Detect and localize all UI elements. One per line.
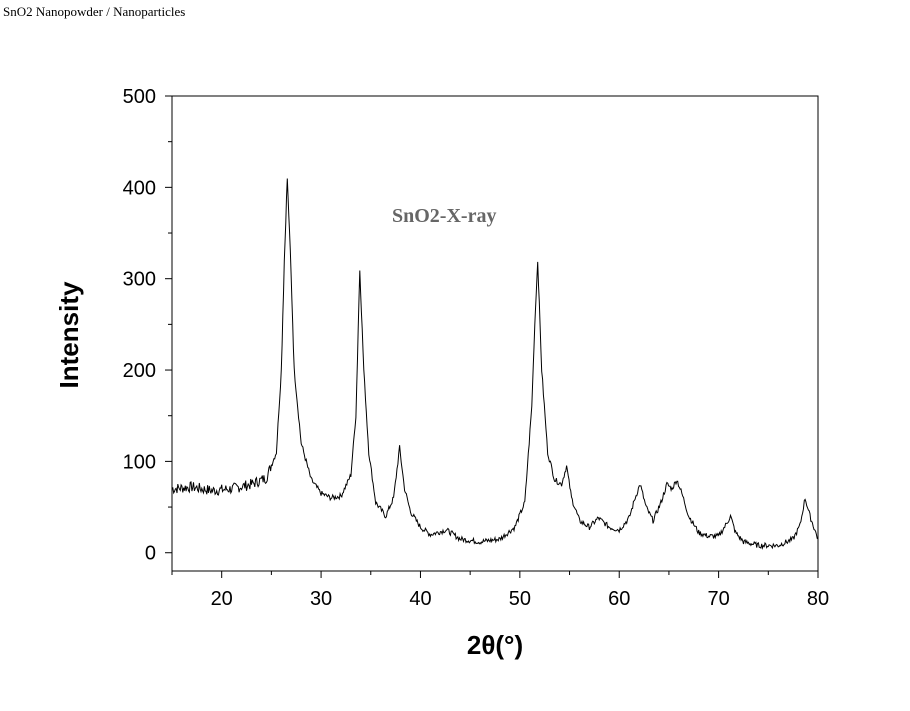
- x-tick-label: 60: [608, 588, 630, 610]
- x-tick-label: 20: [211, 588, 233, 610]
- chart-annotation: SnO2-X-ray: [392, 205, 496, 227]
- y-tick-label: 400: [123, 177, 156, 199]
- y-tick-label: 0: [145, 543, 156, 565]
- x-tick-label: 30: [310, 588, 332, 610]
- x-tick-label: 50: [509, 588, 531, 610]
- x-axis-title: 2θ(°): [467, 630, 523, 660]
- plot-frame: [171, 95, 819, 572]
- y-tick-label: 200: [123, 360, 156, 382]
- y-tick-label: 500: [123, 86, 156, 108]
- x-tick-label: 80: [807, 588, 829, 610]
- y-tick-label: 300: [123, 269, 156, 291]
- x-tick-label: 70: [707, 588, 729, 610]
- x-tick-label: 40: [409, 588, 431, 610]
- page-title: SnO2 Nanopowder / Nanoparticles: [3, 4, 186, 19]
- y-axis-title: Intensity: [54, 281, 84, 388]
- series-line: [171, 178, 819, 550]
- y-tick-label: 100: [123, 451, 156, 473]
